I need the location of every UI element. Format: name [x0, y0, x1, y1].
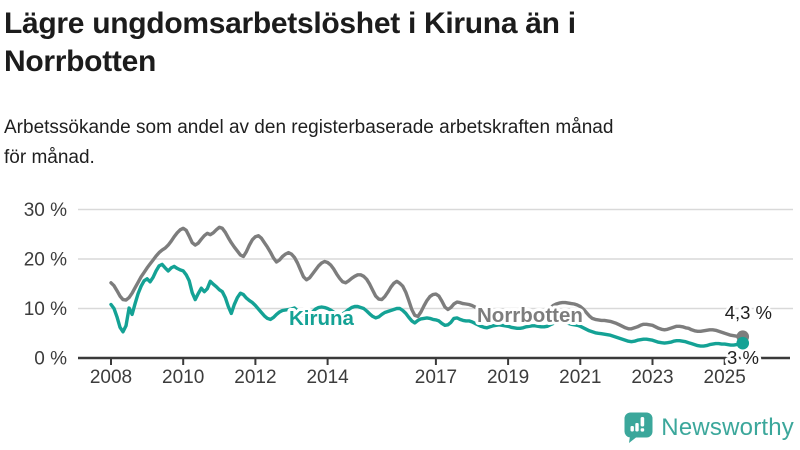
chart-title-line-2: Norrbotten [4, 45, 156, 78]
newsworthy-logo-icon [624, 412, 653, 443]
y-axis-label-20: 20 % [24, 250, 67, 271]
exclamation-stem [640, 417, 645, 427]
x-axis-tick-label-2019: 2019 [487, 367, 529, 388]
x-axis-tick-label-2017: 2017 [415, 367, 457, 388]
x-axis-tick-label-2008: 2008 [90, 367, 132, 388]
kiruna-end-value-label: 3 % [727, 347, 759, 368]
chart-title-line-1: Lägre ungdomsarbetslöshet i Kiruna än i [4, 7, 576, 40]
kiruna-end-dot [736, 336, 750, 350]
chart-title: Lägre ungdomsarbetslöshet i Kiruna än i … [4, 5, 784, 81]
bar-chart-bar-small [630, 426, 635, 432]
y-axis-label-30: 30 % [24, 200, 67, 221]
newsworthy-logo: Newsworthy [624, 412, 794, 443]
x-axis-tick-label-2023: 2023 [631, 367, 673, 388]
bar-chart-bar-medium [635, 423, 639, 432]
y-axis-label-0: 0 % [34, 349, 67, 370]
x-axis-tick-label-2012: 2012 [234, 367, 276, 388]
norrbotten-end-value-label: 4,3 % [725, 302, 772, 323]
y-axis-label-10: 10 % [24, 299, 67, 320]
norrbotten-series-label: Norrbotten [477, 304, 583, 327]
x-axis-tick-label-2014: 2014 [306, 367, 349, 388]
x-axis-tick-label-2025: 2025 [704, 367, 746, 388]
newsworthy-logo-text: Newsworthy [661, 413, 794, 441]
chart-subtitle: Arbetssökande som andel av den registerb… [4, 113, 784, 173]
kiruna-series-label: Kiruna [289, 307, 355, 330]
x-axis-tick-label-2021: 2021 [559, 367, 601, 388]
exclamation-dot [640, 428, 645, 432]
x-axis-tick-label-2010: 2010 [162, 367, 204, 388]
chart-subtitle-line-2: för månad. [4, 147, 95, 168]
kiruna-line [109, 262, 745, 348]
chart-subtitle-line-1: Arbetssökande som andel av den registerb… [4, 117, 614, 138]
norrbotten-line [109, 225, 745, 339]
